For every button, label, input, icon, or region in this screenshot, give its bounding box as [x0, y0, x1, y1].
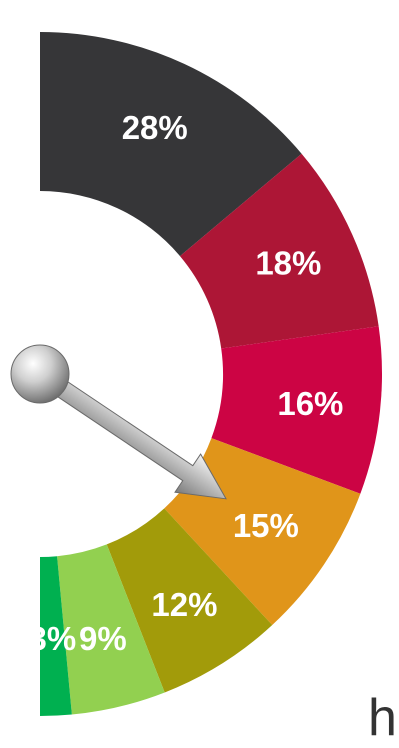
pointer-needle: [34, 365, 227, 500]
gauge-segment-2: [179, 153, 379, 349]
gauge-segment-label-5: 12%: [151, 586, 217, 623]
gauge-segment-3: [211, 326, 382, 494]
gauge-segment-label-1: 28%: [122, 109, 188, 146]
gauge-segment-label-6: 9%: [79, 620, 127, 657]
gauge-segment-label-2: 18%: [255, 245, 321, 282]
gauge-segments: [40, 32, 382, 716]
pointer-knob: [10, 344, 70, 404]
gauge-segment-5: [106, 508, 273, 693]
gauge-pointer: [10, 344, 227, 500]
gauge-segment-label-7: 3%: [29, 620, 77, 657]
corner-text: h: [368, 689, 397, 747]
gauge-segment-label-3: 16%: [277, 385, 343, 422]
gauge-segment-1: [40, 32, 302, 257]
gauge-segment-6: [57, 544, 165, 715]
gauge-labels: 28% 18% 16% 15% 12% 9%3%: [29, 109, 344, 657]
gauge-segment-7: [40, 556, 72, 716]
pointer-shaft: [34, 365, 227, 500]
gauge-segment-label-4: 15%: [233, 507, 299, 544]
